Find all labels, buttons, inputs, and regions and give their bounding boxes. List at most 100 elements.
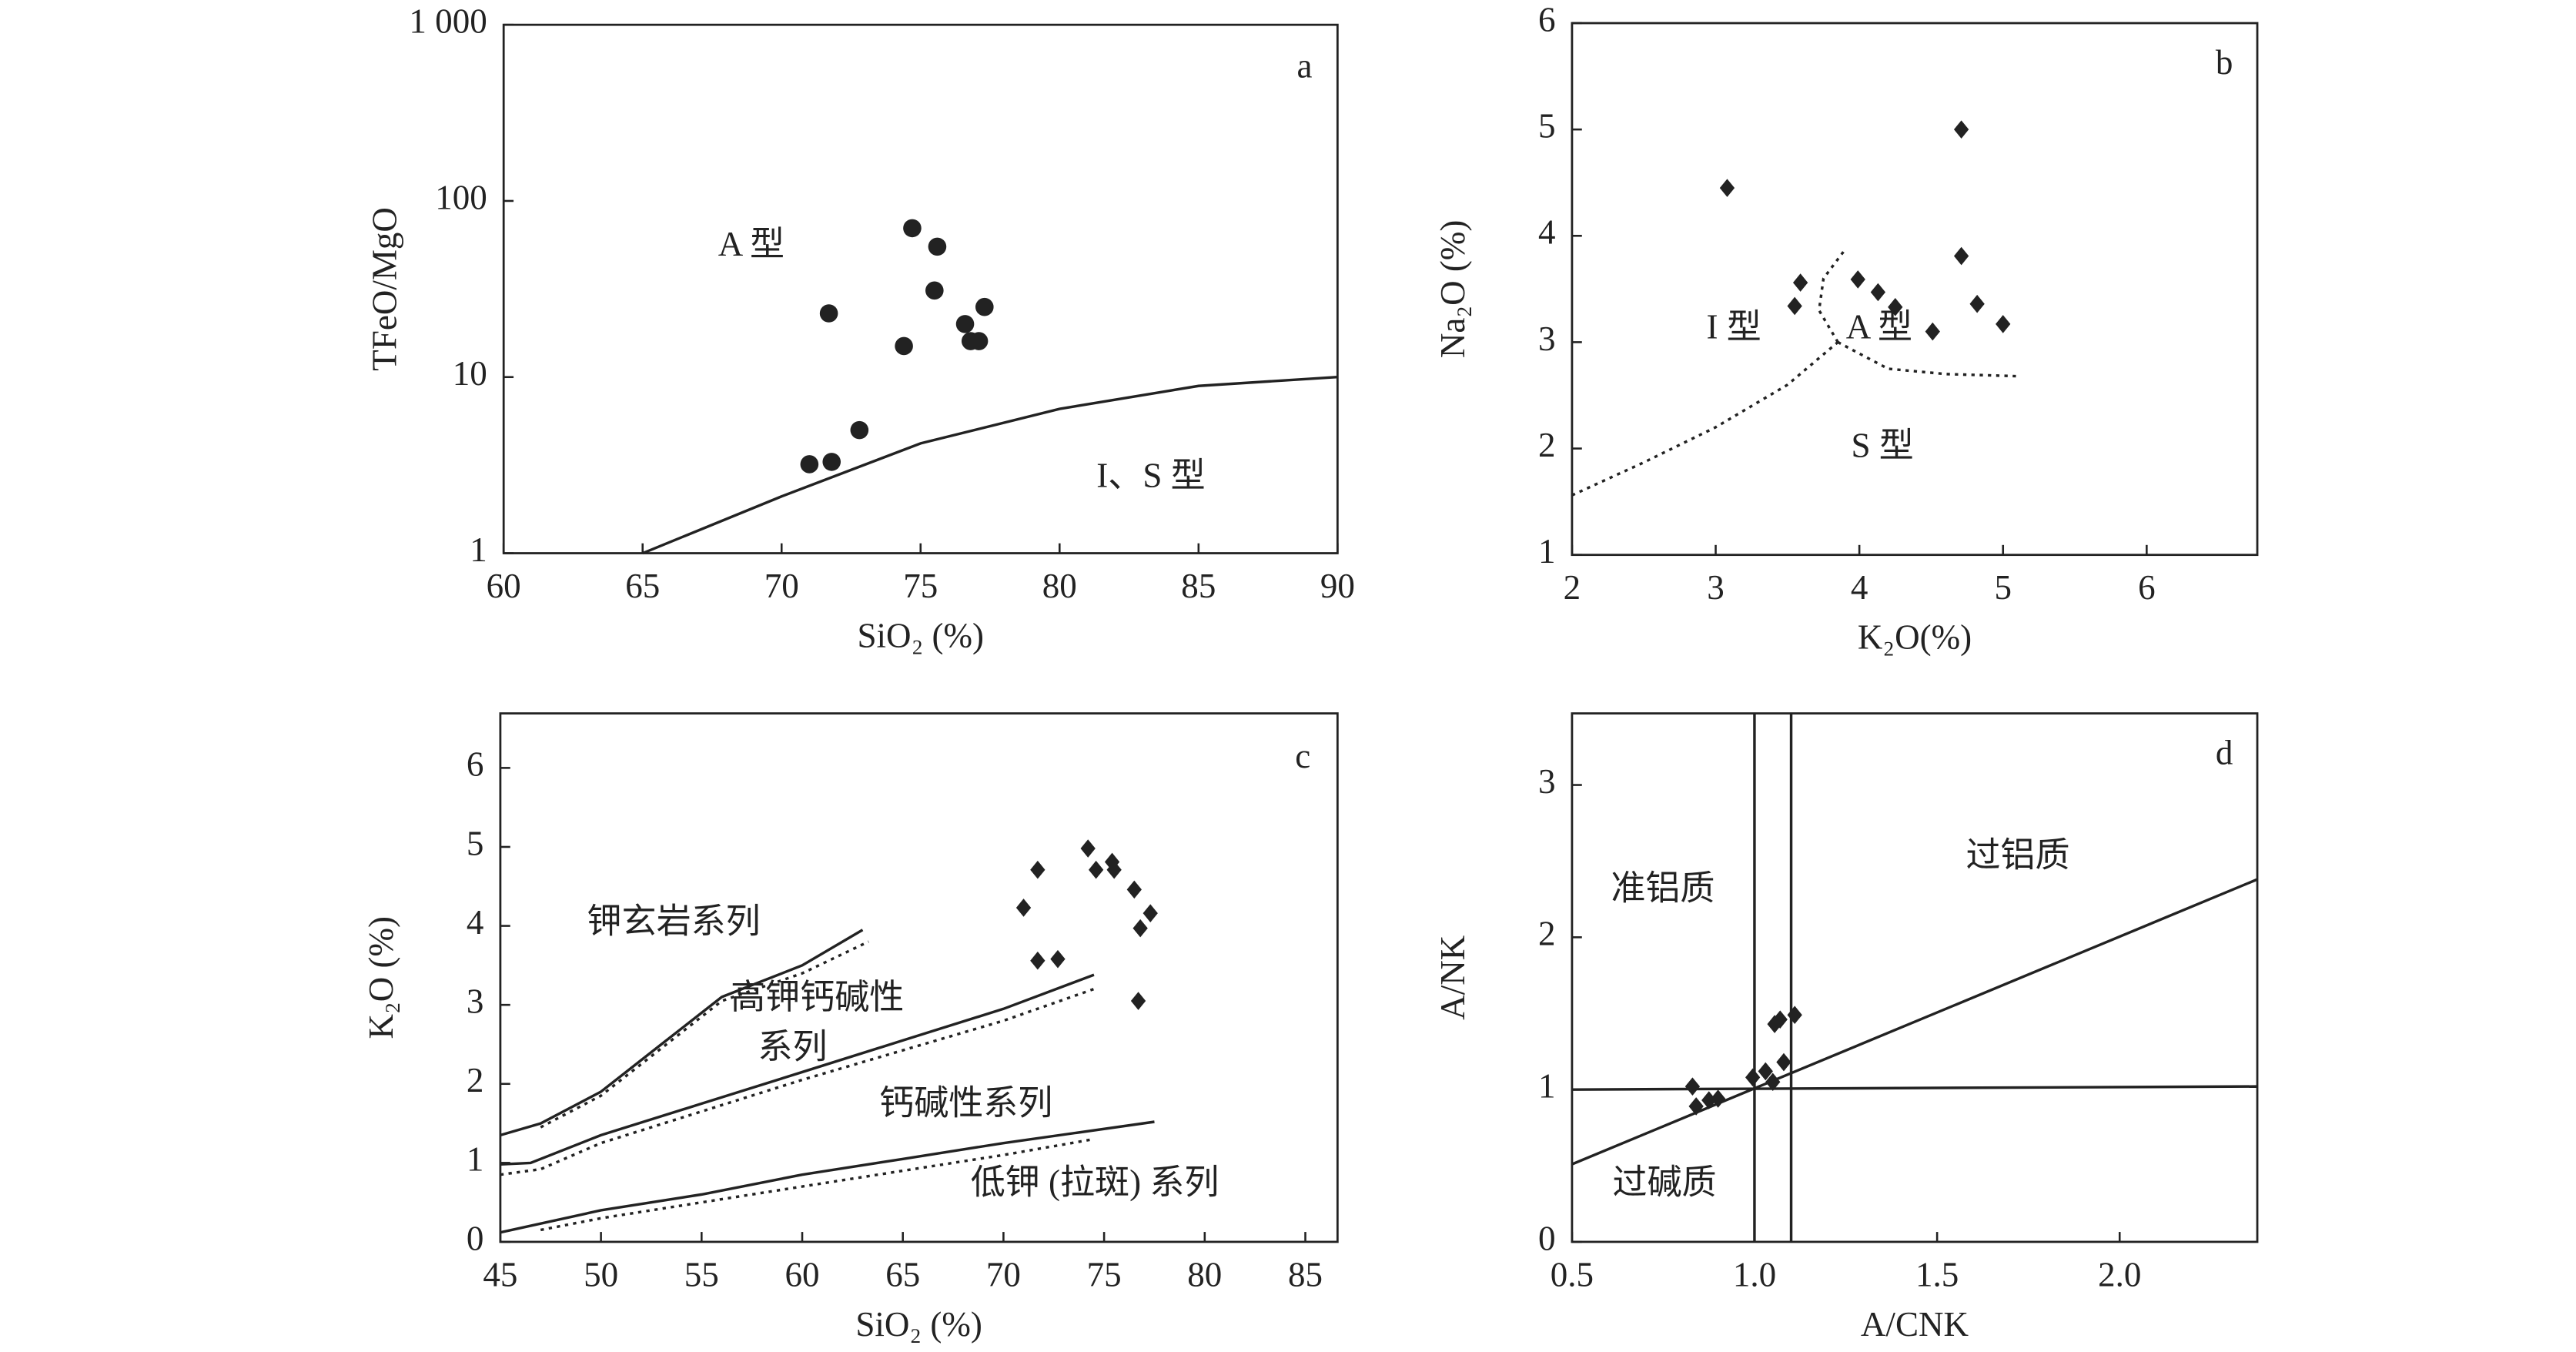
y-tick-label: 3 <box>467 982 484 1020</box>
point <box>1089 860 1104 879</box>
x-tick-label: 85 <box>1288 1255 1323 1293</box>
y-tick-label: 3 <box>1538 320 1556 358</box>
point <box>975 297 994 316</box>
point <box>928 237 947 256</box>
point <box>1719 179 1735 197</box>
point <box>903 219 922 238</box>
x-tick-label: 3 <box>1707 568 1725 607</box>
point <box>819 304 838 323</box>
point <box>1850 270 1865 289</box>
x-tick-label: 4 <box>1851 568 1868 607</box>
y-tick-label: 5 <box>467 824 484 862</box>
x-tick-label: 1.0 <box>1733 1255 1776 1293</box>
y-axis-label: K₂O (%) <box>362 916 400 1039</box>
x-tick-label: 5 <box>1994 568 2012 607</box>
y-tick-label: 1 000 <box>409 2 487 41</box>
region-label: 系列 <box>758 1027 828 1066</box>
point <box>1870 283 1886 302</box>
x-tick-label: 90 <box>1320 567 1355 605</box>
boundary-line <box>1571 878 2258 1166</box>
region-label: 高钾钙碱性 <box>731 978 904 1016</box>
point <box>1787 1006 1802 1025</box>
point <box>800 455 819 474</box>
y-axis-label: Na₂O (%) <box>1434 220 1472 359</box>
point <box>1776 1052 1791 1072</box>
y-axis-label: TFeO/MgO <box>365 207 403 371</box>
region-label: 钾玄岩系列 <box>587 902 761 940</box>
x-tick-label: 80 <box>1187 1255 1222 1293</box>
y-tick-label: 0 <box>467 1219 484 1257</box>
point <box>1888 298 1903 316</box>
point <box>1710 1089 1726 1108</box>
region-label: 钙碱性系列 <box>879 1083 1052 1122</box>
y-tick-label: 2 <box>1538 426 1556 464</box>
point <box>955 315 975 333</box>
boundary-line <box>540 940 869 1129</box>
y-tick-label: 1 <box>470 530 487 569</box>
point <box>1792 273 1808 292</box>
x-tick-label: 55 <box>684 1255 719 1293</box>
point <box>1745 1068 1761 1087</box>
point <box>1701 1091 1717 1109</box>
x-tick-label: 2.0 <box>2098 1255 2141 1293</box>
x-tick-label: 45 <box>483 1255 517 1293</box>
point <box>1030 860 1045 879</box>
point <box>1030 951 1045 970</box>
x-tick-label: 65 <box>625 567 660 605</box>
point <box>1015 899 1032 917</box>
x-tick-label: 85 <box>1181 567 1216 605</box>
boundary-line <box>1818 249 1846 343</box>
x-tick-label: 65 <box>885 1255 920 1293</box>
x-tick-label: 50 <box>584 1255 618 1293</box>
point <box>969 332 989 350</box>
point <box>1969 294 1985 313</box>
x-axis-label: A/CNK <box>1861 1305 1969 1344</box>
panel-letter: b <box>2216 43 2233 82</box>
point <box>1996 315 2011 333</box>
x-tick-label: 70 <box>986 1255 1021 1293</box>
x-tick-label: 2 <box>1564 568 1581 607</box>
panel-letter: d <box>2216 734 2233 772</box>
plot-frame <box>1571 712 2259 1243</box>
x-tick-label: 60 <box>785 1255 819 1293</box>
y-axis-label: A/NK <box>1434 935 1472 1020</box>
x-tick-label: 75 <box>1087 1255 1122 1293</box>
point <box>1787 296 1802 316</box>
x-tick-label: 75 <box>903 567 938 605</box>
y-tick-label: 0 <box>1538 1219 1556 1257</box>
point <box>1126 880 1142 899</box>
y-tick-label: 2 <box>467 1061 484 1099</box>
y-tick-label: 1 <box>1538 1066 1556 1105</box>
region-label: A 型 <box>718 225 785 263</box>
plot-frame <box>1571 22 2259 557</box>
boundary-line <box>500 987 1095 1176</box>
y-tick-label: 4 <box>467 903 484 942</box>
point <box>1953 246 1969 266</box>
point <box>1953 120 1969 139</box>
region-label: 过铝质 <box>1965 836 2069 875</box>
boundary-line <box>642 375 1338 555</box>
point <box>1758 1062 1773 1081</box>
boundary-line <box>500 929 864 1137</box>
point <box>1142 904 1158 922</box>
x-tick-label: 1.5 <box>1915 1255 1959 1293</box>
y-tick-label: 5 <box>1538 107 1556 146</box>
point <box>925 281 944 300</box>
plot-frame <box>499 712 1339 1243</box>
x-tick-label: 0.5 <box>1551 1255 1594 1293</box>
point <box>822 453 841 471</box>
boundary-line <box>1571 1085 2258 1091</box>
boundary-line <box>500 1120 1155 1234</box>
x-axis-label: SiO₂ (%) <box>857 616 984 654</box>
region-label: 过碱质 <box>1612 1163 1716 1201</box>
x-tick-label: 6 <box>2138 568 2156 607</box>
region-label: 低钾 (拉斑) 系列 <box>971 1163 1219 1201</box>
y-tick-label: 6 <box>1538 0 1556 38</box>
y-tick-label: 10 <box>453 354 487 393</box>
region-label: 准铝质 <box>1611 869 1715 908</box>
y-tick-label: 100 <box>435 178 487 216</box>
x-tick-label: 70 <box>764 567 799 605</box>
x-tick-label: 80 <box>1042 567 1077 605</box>
point <box>1080 839 1096 858</box>
